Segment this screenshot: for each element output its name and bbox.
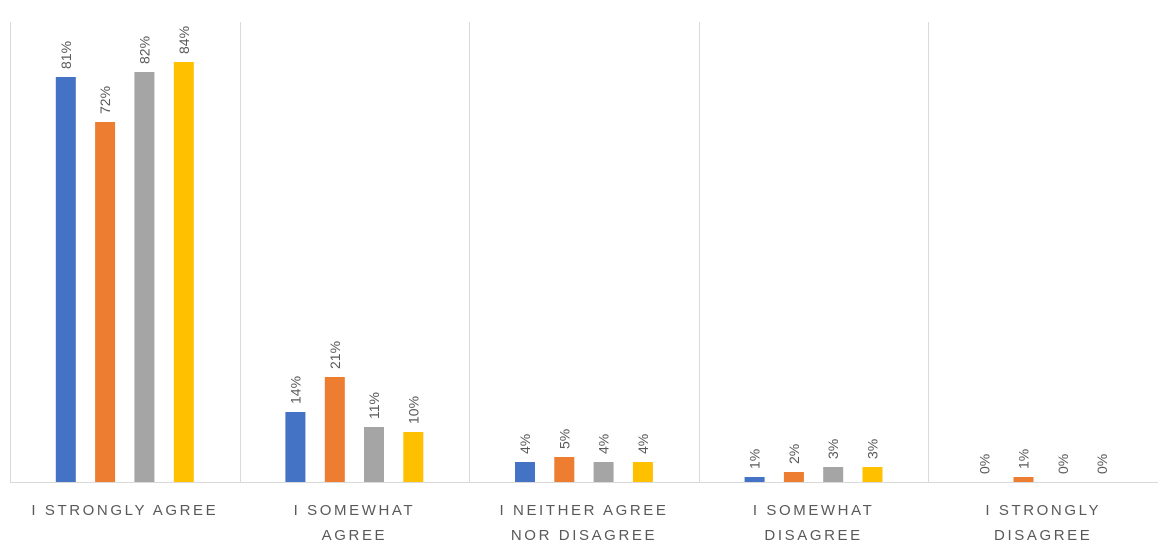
data-label: 21% [327, 341, 343, 369]
data-label: 11% [366, 392, 382, 419]
bar [134, 72, 155, 482]
bar [324, 377, 345, 482]
bar [862, 467, 883, 482]
data-label: 2% [786, 444, 802, 464]
bar [823, 467, 844, 482]
data-labels: 81% 72% 82% 84% 14% 21% 11% 10% 4% 5% 4% 4% 1% 2% 3% 3%… [58, 26, 1110, 474]
category-label: I STRONGLY [985, 502, 1101, 519]
data-label: 0% [1094, 454, 1110, 474]
data-label: 84% [176, 26, 192, 54]
category-label: DISAGREE [764, 527, 862, 544]
bar [632, 462, 653, 482]
data-label: 3% [825, 439, 841, 459]
data-label: 14% [287, 376, 303, 404]
category-separators [10, 22, 929, 482]
data-label: 1% [1016, 449, 1032, 469]
data-label: 82% [136, 36, 152, 64]
bar [554, 457, 575, 482]
data-label: 0% [1055, 454, 1071, 474]
category-label: I STRONGLY AGREE [31, 502, 218, 519]
category-label: I SOMEWHAT [294, 502, 416, 519]
data-label: 4% [596, 434, 612, 454]
data-label: 4% [635, 434, 651, 454]
bar [95, 122, 116, 482]
category-labels: I STRONGLY AGREE I SOMEWHAT AGREE I NEITHER… [31, 502, 1101, 544]
bar [285, 412, 306, 482]
bar [783, 472, 804, 482]
category-label: DISAGREE [994, 527, 1092, 544]
category-label: AGREE [322, 527, 388, 544]
data-label: 5% [556, 429, 572, 449]
bar [364, 427, 384, 482]
category-label: I SOMEWHAT [753, 502, 875, 519]
data-label: 4% [517, 434, 533, 454]
bar [173, 62, 194, 482]
bar [515, 462, 535, 482]
category-label: I NEITHER AGREE [499, 502, 668, 519]
category-label: NOR DISAGREE [511, 527, 657, 544]
data-label: 10% [405, 396, 421, 424]
bar [1013, 477, 1034, 482]
bar [403, 432, 424, 482]
data-label: 72% [97, 86, 113, 114]
bar [55, 77, 76, 482]
data-label: 1% [747, 449, 763, 469]
data-label: 3% [865, 439, 881, 459]
bar-group [55, 62, 1034, 482]
bar [744, 477, 765, 482]
data-label: 0% [976, 454, 992, 474]
bar [593, 462, 614, 482]
data-label: 81% [58, 41, 74, 69]
